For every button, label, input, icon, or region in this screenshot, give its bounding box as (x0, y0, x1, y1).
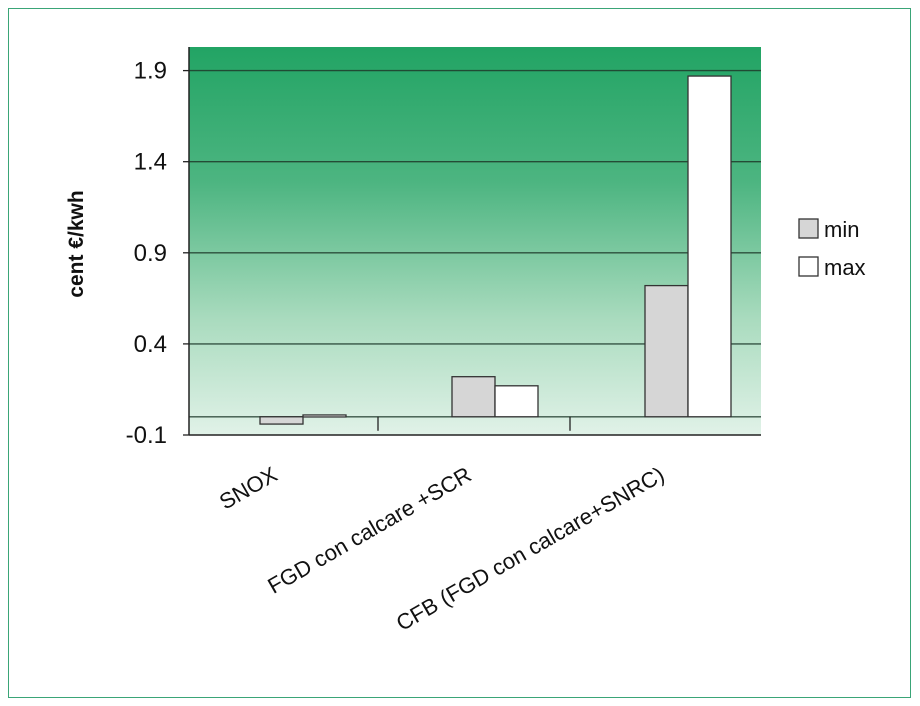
y-tick-label: -0.1 (126, 422, 167, 449)
chart-figure: 1.9 1.4 0.9 0.4 -0.1 SNOX FGD con calcare +SC… (8, 8, 911, 698)
y-tick-label: 1.9 (134, 58, 167, 85)
y-axis-label: cent €/kwh (65, 190, 88, 297)
y-tick-label: 0.9 (134, 240, 167, 267)
bars (259, 75, 732, 425)
legend-label-min: min (824, 217, 859, 242)
legend-swatch-max (798, 256, 819, 277)
bar-min-2 (644, 284, 689, 418)
gridlines (189, 69, 761, 418)
x-category-label: FGD con calcare +SCR (263, 462, 475, 599)
x-category-label: SNOX (215, 462, 282, 515)
legend: min max (798, 217, 866, 280)
y-tick-labels: 1.9 1.4 0.9 0.4 -0.1 (126, 58, 167, 449)
bar-max-2 (687, 75, 732, 418)
legend-label-max: max (824, 255, 866, 280)
axes (183, 47, 761, 436)
y-tick-label: 0.4 (134, 331, 167, 358)
y-tick-label: 1.4 (134, 149, 167, 176)
legend-swatch-min (798, 218, 819, 239)
bar-max-1 (494, 385, 539, 418)
bar-min-0 (259, 416, 304, 425)
bar-max-0 (302, 414, 347, 418)
bar-min-1 (451, 376, 496, 418)
